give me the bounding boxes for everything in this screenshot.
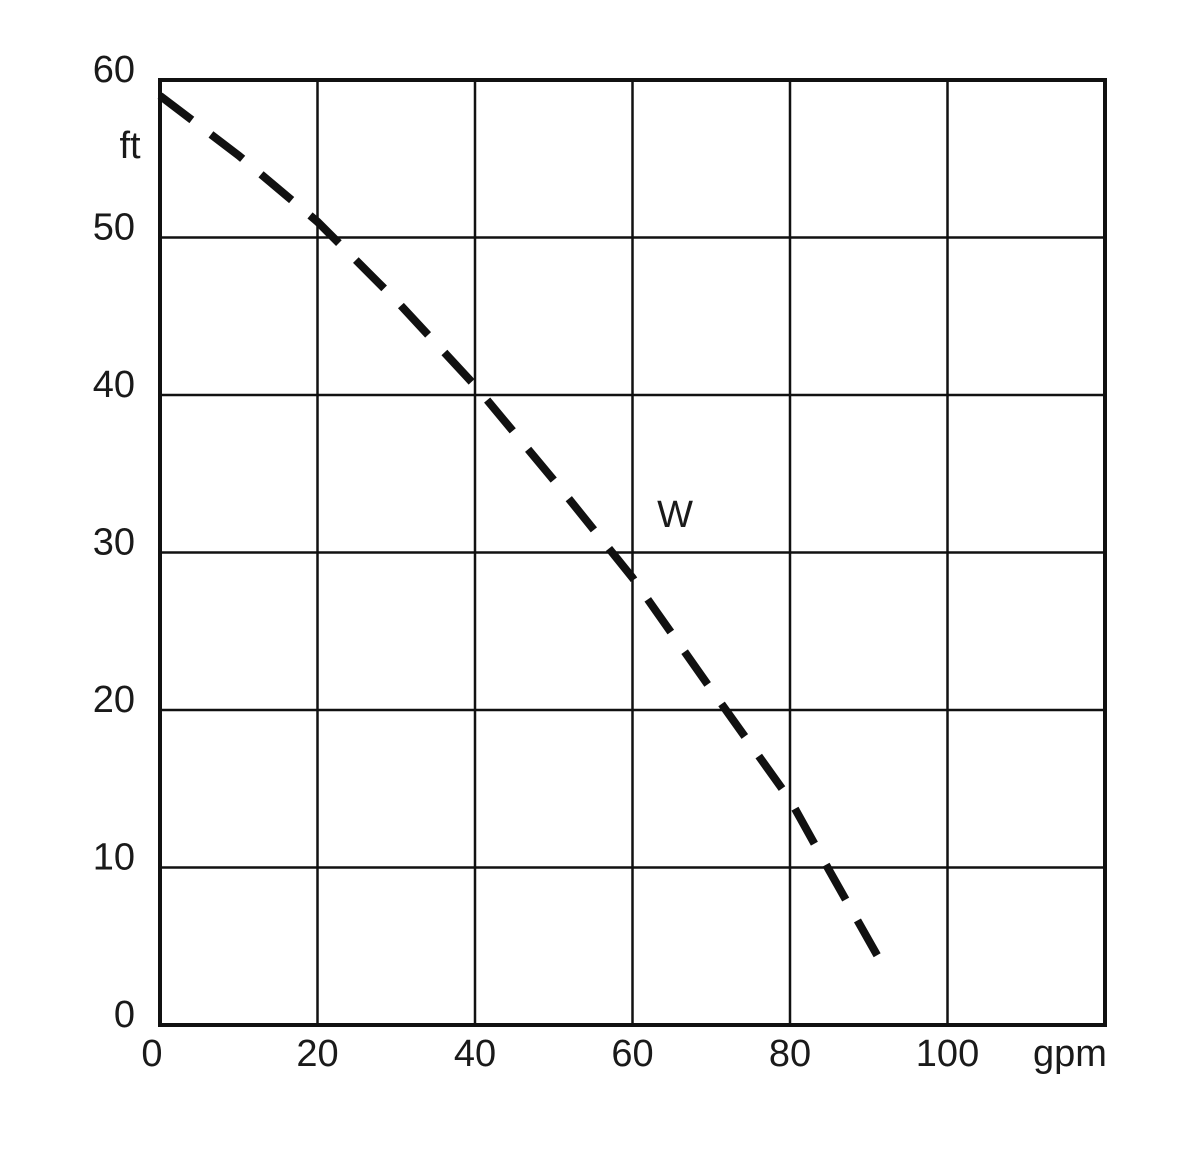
series-label: W xyxy=(657,494,693,536)
x-tick-label: 60 xyxy=(611,1033,653,1075)
x-tick-label: 80 xyxy=(769,1033,811,1075)
y-tick-label: 60 xyxy=(93,49,135,91)
y-tick-label: 30 xyxy=(93,522,135,564)
plot-frame xyxy=(158,78,1107,1027)
x-tick-label: 40 xyxy=(454,1033,496,1075)
data-line xyxy=(157,92,888,971)
y-tick-label: 0 xyxy=(114,994,135,1036)
x-axis-label: gpm xyxy=(1033,1033,1107,1075)
y-tick-label: 40 xyxy=(93,364,135,406)
y-tick-label: 50 xyxy=(93,207,135,249)
y-tick-label: 20 xyxy=(93,679,135,721)
y-axis-label: ft xyxy=(119,125,141,167)
x-tick-label: 20 xyxy=(296,1033,338,1075)
y-tick-label: 10 xyxy=(93,837,135,879)
x-tick-label: 100 xyxy=(916,1033,979,1075)
x-tick-label: 0 xyxy=(141,1033,162,1075)
